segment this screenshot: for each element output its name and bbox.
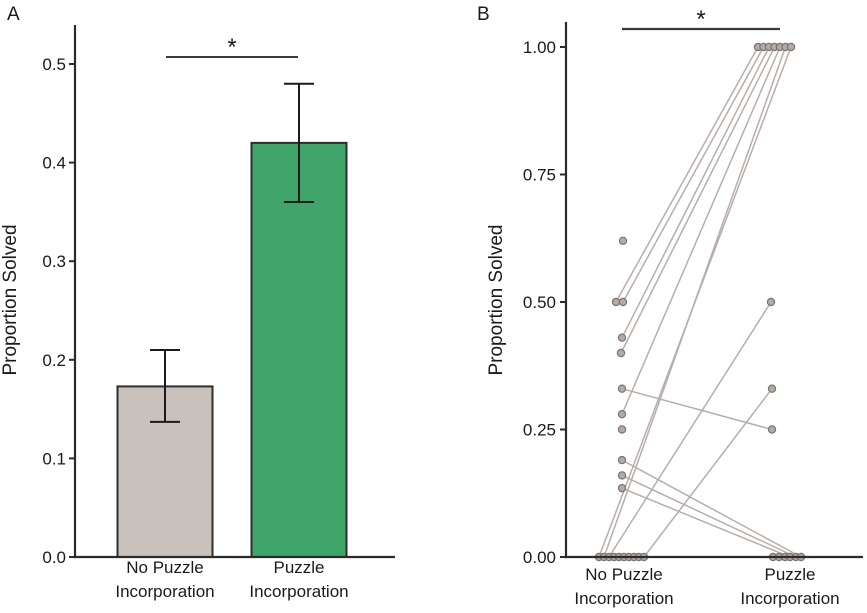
data-point: [618, 236, 628, 245]
category-label: Puzzle: [764, 565, 815, 584]
panel-a-label: A: [7, 4, 20, 25]
data-point: [617, 384, 627, 393]
pair-line: [598, 46, 792, 558]
data-point: [617, 425, 627, 434]
pair-line: [621, 487, 791, 558]
error-bar: [150, 348, 180, 423]
significance-star: *: [696, 6, 705, 33]
y-tick-label: 0.5: [42, 55, 66, 74]
bar-puzzle: [250, 141, 348, 558]
data-point: [767, 425, 777, 434]
y-tick-label: 0.2: [42, 351, 66, 370]
data-point: [617, 483, 627, 493]
y-axis-title: Proportion Solved: [486, 224, 507, 375]
y-tick-label: 0.25: [523, 420, 556, 439]
panel-a-chart: 0.0 0.1 0.2 0.3 0.4 0.5 No Puzzle Incorporation…: [0, 25, 395, 601]
panel-b-chart: 0.00 0.25 0.50 0.75 1.00 No Puzzle Incorporati…: [486, 6, 863, 608]
pair-line: [615, 46, 759, 303]
y-tick-label: 0.3: [42, 252, 66, 271]
significance-star: *: [227, 34, 236, 61]
category-label: Incorporation: [115, 582, 214, 601]
panel-b-label: B: [477, 4, 490, 25]
data-point: [786, 42, 796, 52]
pair-line: [643, 388, 773, 558]
data-point: [617, 455, 627, 465]
category-label: Incorporation: [249, 582, 348, 601]
category-label: No Puzzle: [585, 565, 662, 584]
y-tick-label: 0.0: [42, 548, 66, 567]
data-point: [766, 297, 776, 307]
pair-line: [620, 46, 776, 354]
pair-line: [621, 387, 773, 431]
error-bar: [284, 82, 314, 204]
category-label: Incorporation: [574, 589, 673, 608]
y-tick-label: 0.1: [42, 449, 66, 468]
data-point: [617, 333, 627, 342]
y-tick-label: 0.50: [523, 293, 556, 312]
category-label: Puzzle: [273, 558, 324, 577]
pair-line: [621, 459, 802, 558]
data-point: [767, 384, 777, 393]
data-point: [617, 471, 627, 480]
data-point: [617, 410, 627, 419]
y-tick-label: 0.75: [523, 165, 556, 184]
category-label: Incorporation: [740, 589, 839, 608]
data-point: [611, 297, 621, 307]
y-tick-label: 0.00: [523, 548, 556, 567]
pair-line: [621, 46, 781, 415]
data-point: [616, 348, 626, 358]
data-point: [618, 297, 628, 307]
pair-line: [621, 474, 797, 558]
y-axis-title: Proportion Solved: [0, 224, 21, 375]
pair-line: [622, 46, 765, 303]
pair-line: [608, 301, 772, 558]
y-tick-label: 1.00: [523, 38, 556, 57]
category-label: No Puzzle: [126, 558, 203, 577]
pair-line: [621, 46, 770, 339]
y-tick-label: 0.4: [42, 154, 66, 173]
